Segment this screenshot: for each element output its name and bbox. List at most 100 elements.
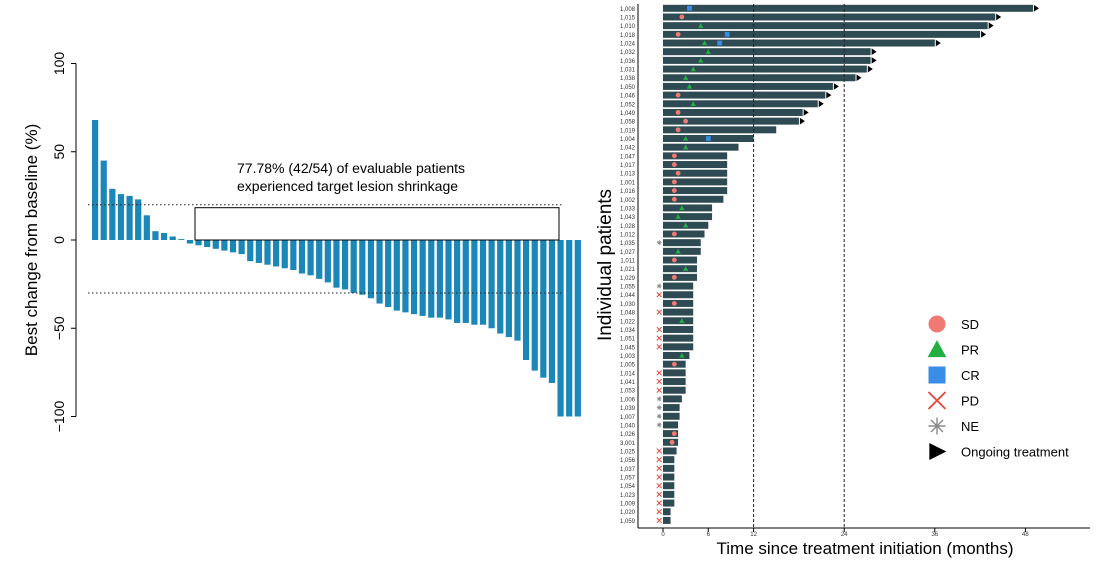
waterfall-bar [514, 240, 521, 341]
patient-id: 1,026 [620, 432, 636, 438]
waterfall-bar [298, 240, 306, 274]
patient-id: 1,039 [620, 406, 636, 412]
patient-id: 1,037 [620, 467, 636, 473]
response-marker-sd [675, 127, 681, 133]
response-marker-pr [690, 66, 696, 72]
response-marker-pd [656, 482, 662, 489]
waterfall-bar [445, 240, 452, 320]
patient-id: 1,020 [620, 510, 636, 516]
response-marker-sd [671, 188, 677, 193]
ongoing-treatment-marker [871, 57, 877, 64]
patient-id: 1,003 [620, 354, 636, 360]
swimmer-bar [663, 273, 697, 281]
response-marker-pd [656, 456, 662, 463]
waterfall-bar [152, 231, 159, 240]
patient-id: 1,005 [620, 363, 636, 369]
response-marker-ne [656, 240, 662, 246]
swimmer-bar [663, 447, 677, 455]
response-marker-sd [669, 439, 675, 445]
response-marker-pr [683, 75, 689, 80]
ongoing-treatment-marker [818, 100, 824, 108]
waterfall-bar [135, 199, 142, 240]
swimmer-bar [663, 499, 675, 507]
legend-symbol-pd [927, 391, 947, 410]
patient-id: 1,050 [620, 85, 636, 91]
legend-label: PD [961, 394, 979, 409]
patient-id: 1,018 [620, 33, 636, 39]
swimmer-bar [663, 291, 694, 299]
swimmer-bar [663, 430, 679, 438]
waterfall-chart: 77.78% (42/54) of evaluable patients exp… [22, 52, 581, 432]
waterfall-bar [531, 240, 538, 371]
swimmer-bar [663, 282, 694, 290]
swimmer-bar [663, 13, 996, 21]
patient-id: 1,042 [620, 146, 636, 152]
waterfall-bar [410, 240, 418, 315]
swimmer-response-markers [656, 5, 1039, 524]
response-marker-pr [686, 83, 693, 89]
swimmer-bar [663, 91, 826, 99]
patient-id: 1,015 [620, 15, 636, 21]
legend-symbol-ong [929, 443, 947, 460]
legend-symbol-cr [928, 366, 946, 384]
response-marker-sd [671, 361, 677, 367]
ongoing-treatment-marker [833, 83, 839, 90]
patient-id: 1,040 [620, 423, 636, 429]
ongoing-treatment-marker [856, 74, 862, 82]
ongoing-treatment-marker [867, 65, 873, 73]
response-marker-sd [671, 196, 677, 202]
patient-id: 1,034 [620, 328, 636, 334]
swimmer-chart: 1,008 1,015 1,010 1,018 1,024 1,032 1,036 1,031… [595, 4, 1090, 558]
waterfall-bar [350, 240, 357, 293]
ongoing-treatment-marker [1033, 5, 1039, 12]
response-marker-pd [656, 326, 662, 333]
waterfall-bar [100, 160, 107, 240]
waterfall-bar [497, 240, 504, 334]
response-marker-sd [671, 231, 677, 237]
waterfall-bar [273, 240, 280, 267]
response-marker-pd [656, 378, 662, 385]
swimmer-x-ticks: 0 6 12 24 36 48 [661, 528, 1029, 538]
swimmer-bar [663, 161, 728, 169]
response-marker-sd [679, 14, 685, 20]
response-marker-pd [656, 387, 662, 393]
patient-id: 1,035 [620, 241, 636, 247]
waterfall-y-tick-label: −50 [51, 316, 67, 340]
ongoing-treatment-marker [935, 39, 941, 47]
swimmer-bar [663, 482, 675, 490]
swimmer-x-tick-label: 24 [841, 532, 848, 538]
waterfall-bar [402, 240, 409, 313]
patient-id: 1,047 [620, 154, 636, 160]
annotation-line-1: 77.78% (42/54) of evaluable patients [237, 160, 465, 176]
patient-id: 1,016 [620, 189, 636, 195]
waterfall-bar [359, 240, 366, 295]
swimmer-bar [663, 48, 871, 56]
swimmer-bar [663, 299, 694, 307]
swimmer-bar [663, 117, 799, 125]
response-marker-pr [679, 205, 685, 211]
swimmer-bar [663, 187, 728, 195]
swimmer-bar [663, 169, 728, 177]
response-marker-sd [671, 301, 677, 306]
waterfall-bar [169, 236, 176, 240]
swimmer-bar [663, 56, 871, 64]
waterfall-bar [548, 240, 556, 383]
swimmer-bar [663, 369, 686, 377]
waterfall-y-ticks: 100 50 0 −50 −100 [51, 52, 76, 432]
swimmer-bar [663, 456, 675, 464]
swimmer-bar [663, 230, 705, 238]
swimmer-x-tick-label: 48 [1022, 532, 1029, 538]
patient-id: 1,024 [620, 42, 636, 48]
ongoing-treatment-marker [826, 91, 832, 99]
ongoing-treatment-marker [988, 22, 994, 29]
response-marker-pd [656, 448, 662, 454]
response-marker-pd [656, 309, 662, 315]
ongoing-treatment-marker [803, 109, 809, 116]
annotation-line-2: experienced target lesion shrinkage [237, 178, 458, 194]
swimmer-bar [663, 39, 935, 47]
waterfall-bar [462, 240, 469, 323]
patient-id: 1,036 [620, 59, 636, 65]
swimmer-x-axis-label: Time since treatment initiation (months) [717, 539, 1014, 558]
waterfall-bar [281, 240, 288, 269]
